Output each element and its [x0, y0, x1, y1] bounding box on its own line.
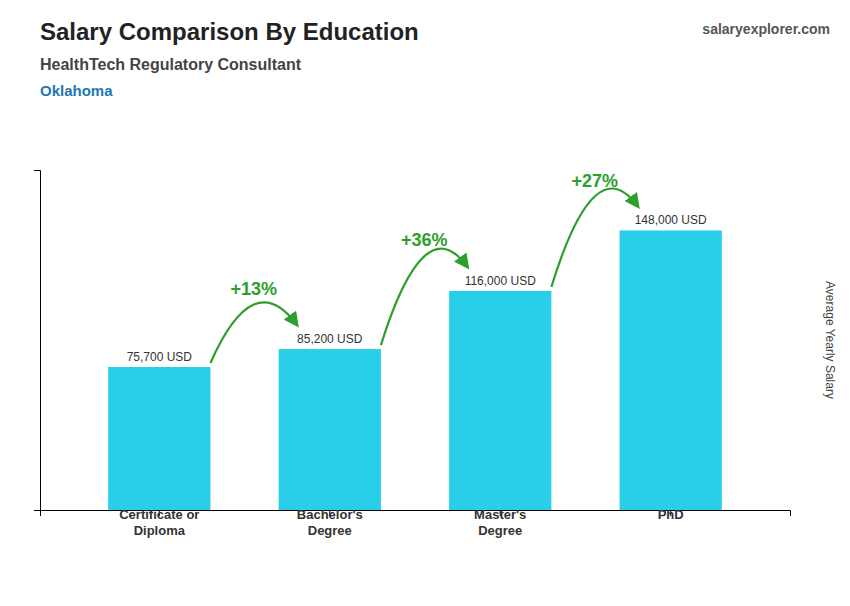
x-tick-label-line: Degree — [478, 523, 522, 538]
pct-arrow — [381, 249, 468, 345]
data-label: 85,200 USD — [297, 332, 363, 346]
data-labels: 75,700 USD 85,200 USD 116,000 USD 148,000 U… — [127, 213, 707, 364]
x-tick-label: Master'sDegree — [474, 507, 526, 538]
x-tick-label: PhD — [658, 507, 684, 522]
x-tick-label: Bachelor'sDegree — [297, 507, 363, 538]
chart-svg: Salary Comparison By Education HealthTech… — [0, 0, 850, 606]
bars — [108, 230, 722, 510]
bar — [449, 291, 551, 510]
y-axis — [34, 171, 41, 511]
location: Oklahoma — [40, 82, 113, 99]
data-label: 75,700 USD — [127, 350, 193, 364]
x-axis: Certificate orDiplomaBachelor'sDegreeMas… — [41, 507, 791, 538]
data-label: 148,000 USD — [635, 213, 707, 227]
x-tick-label-line: Degree — [308, 523, 352, 538]
annotations: +13% +36% +27% — [210, 171, 638, 363]
bar — [620, 230, 722, 510]
bar — [279, 349, 381, 510]
x-tick: Certificate orDiploma — [119, 507, 199, 538]
x-tick: Bachelor'sDegree — [297, 507, 363, 538]
brand: salaryexplorer.com — [702, 21, 830, 37]
x-tick-label-line: Certificate or — [119, 507, 199, 522]
subtitle: HealthTech Regulatory Consultant — [40, 56, 302, 73]
x-tick: Master'sDegree — [474, 507, 526, 538]
pct-arrow — [210, 302, 297, 363]
x-tick: PhD — [658, 507, 684, 522]
x-tick-label-line: PhD — [658, 507, 684, 522]
x-tick-label-line: Master's — [474, 507, 526, 522]
pct-label: +13% — [230, 279, 277, 299]
data-label: 116,000 USD — [465, 274, 536, 288]
title: Salary Comparison By Education — [40, 18, 419, 45]
bar — [108, 367, 210, 510]
chart-container: Salary Comparison By Education HealthTech… — [0, 0, 850, 606]
y-label: Average Yearly Salary — [823, 281, 837, 399]
x-tick-label: Certificate orDiploma — [119, 507, 199, 538]
y-axis-line — [34, 171, 41, 511]
pct-label: +27% — [571, 171, 618, 191]
x-tick-label-line: Diploma — [134, 523, 186, 538]
pct-label: +36% — [401, 230, 448, 250]
pct-arrow — [551, 188, 638, 286]
plot-area: Certificate orDiplomaBachelor'sDegreeMas… — [34, 171, 791, 539]
x-tick-label-line: Bachelor's — [297, 507, 363, 522]
